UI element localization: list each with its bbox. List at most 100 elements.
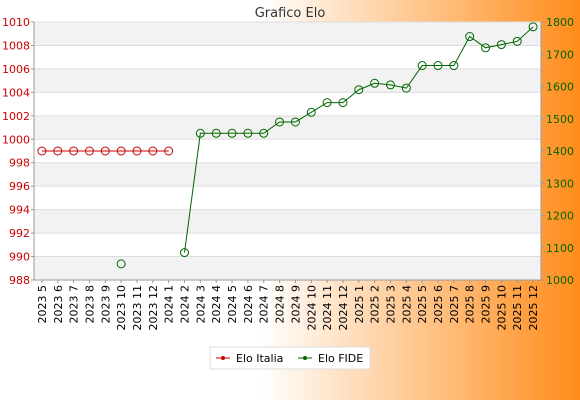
data-point-elo-fide <box>227 128 237 138</box>
legend: Elo Italia Elo FIDE <box>209 346 371 370</box>
left-tick-label: 1010 <box>2 16 30 29</box>
data-point-elo-italia <box>116 146 126 156</box>
x-tick-label: 2025 1 <box>353 285 366 324</box>
x-tick-label: 2025 4 <box>400 285 413 324</box>
plot-band <box>34 45 541 69</box>
x-tick-label: 2025 9 <box>480 285 493 324</box>
data-point-elo-fide <box>449 61 459 71</box>
data-point-elo-fide <box>465 32 475 42</box>
data-point-elo-italia <box>37 146 47 156</box>
data-point-elo-fide <box>354 85 364 95</box>
x-tick-label: 2023 5 <box>36 285 49 324</box>
data-point-elo-fide <box>512 36 522 46</box>
x-tick-label: 2023 7 <box>68 285 81 324</box>
right-tick-label: 1700 <box>546 48 574 61</box>
left-tick-label: 992 <box>9 227 30 240</box>
data-point-elo-italia <box>100 146 110 156</box>
data-point-elo-italia <box>164 146 174 156</box>
left-tick-label: 1000 <box>2 133 30 146</box>
data-point-elo-fide <box>528 22 538 32</box>
right-tick-label: 1500 <box>546 113 574 126</box>
plot-band <box>34 92 541 116</box>
plot-band <box>34 233 541 257</box>
left-tick-label: 1008 <box>2 39 30 52</box>
data-point-elo-fide <box>385 80 395 90</box>
plot-band <box>34 139 541 163</box>
legend-label-elo-italia: Elo Italia <box>236 352 283 365</box>
data-point-elo-fide <box>275 117 285 127</box>
data-point-elo-italia <box>84 146 94 156</box>
x-tick-label: 2023 9 <box>99 285 112 324</box>
right-tick-label: 1000 <box>546 274 574 287</box>
x-tick-label: 2025 3 <box>384 285 397 324</box>
left-tick-label: 1002 <box>2 110 30 123</box>
left-tick-label: 1004 <box>2 86 30 99</box>
x-tick-label: 2024 12 <box>337 285 350 331</box>
plot-band <box>34 68 541 93</box>
left-tick-label: 1006 <box>2 63 30 76</box>
left-tick-label: 988 <box>9 274 30 287</box>
plot-band <box>34 22 541 46</box>
x-tick-label: 2025 7 <box>448 285 461 324</box>
data-point-elo-fide <box>481 43 491 53</box>
series-line-elo-fide <box>184 26 534 253</box>
right-tick-label: 1800 <box>546 16 574 29</box>
data-point-elo-fide <box>370 78 380 88</box>
data-point-elo-fide <box>243 128 253 138</box>
x-tick-label: 2025 2 <box>369 285 382 324</box>
right-tick-label: 1200 <box>546 210 574 223</box>
x-tick-label: 2024 8 <box>274 285 287 324</box>
data-point-elo-fide <box>195 128 205 138</box>
data-point-elo-fide <box>433 61 443 71</box>
x-tick-label: 2024 7 <box>258 285 271 324</box>
data-point-elo-fide <box>290 117 300 127</box>
x-tick-label: 2024 2 <box>179 285 192 324</box>
legend-box <box>209 346 371 370</box>
x-tick-label: 2025 5 <box>416 285 429 324</box>
x-tick-label: 2023 11 <box>131 285 144 331</box>
x-tick-label: 2024 5 <box>226 285 239 324</box>
data-point-elo-italia <box>53 146 63 156</box>
plot-band <box>34 209 541 234</box>
right-tick-label: 1400 <box>546 145 574 158</box>
right-tick-label: 1600 <box>546 81 574 94</box>
x-tick-label: 2024 10 <box>305 285 318 331</box>
x-tick-label: 2024 6 <box>242 285 255 324</box>
x-tick-label: 2023 12 <box>147 285 160 331</box>
data-point-elo-fide <box>211 128 221 138</box>
legend-marker-elo-italia <box>221 356 225 360</box>
x-tick-label: 2024 9 <box>289 285 302 324</box>
x-tick-label: 2025 8 <box>464 285 477 324</box>
data-point-elo-fide <box>180 248 190 258</box>
data-point-elo-fide <box>496 40 506 50</box>
chart-title: Grafico Elo <box>255 6 326 21</box>
right-tick-label: 1100 <box>546 242 574 255</box>
plot-band <box>34 162 541 187</box>
x-tick-label: 2025 11 <box>511 285 524 331</box>
data-point-elo-fide <box>338 98 348 108</box>
x-tick-label: 2024 3 <box>194 285 207 324</box>
x-tick-label: 2024 4 <box>210 285 223 324</box>
data-point-elo-fide <box>401 83 411 93</box>
data-point-elo-italia <box>69 146 79 156</box>
data-point-elo-italia <box>148 146 158 156</box>
legend-label-elo-fide: Elo FIDE <box>318 352 363 365</box>
x-tick-label: 2023 8 <box>83 285 96 324</box>
plot-band <box>34 256 541 280</box>
legend-marker-elo-fide <box>303 356 307 360</box>
x-tick-label: 2025 12 <box>527 285 540 331</box>
x-tick-label: 2024 1 <box>163 285 176 324</box>
x-tick-label: 2024 11 <box>321 285 334 331</box>
x-tick-label: 2023 6 <box>52 285 65 324</box>
left-tick-label: 998 <box>9 157 30 170</box>
data-point-elo-italia <box>132 146 142 156</box>
right-tick-label: 1300 <box>546 177 574 190</box>
left-tick-label: 996 <box>9 180 30 193</box>
left-tick-label: 994 <box>9 204 30 217</box>
x-tick-label: 2025 6 <box>432 285 445 324</box>
x-tick-label: 2023 10 <box>115 285 128 331</box>
data-point-elo-fide <box>259 128 269 138</box>
plot-band <box>34 186 541 210</box>
